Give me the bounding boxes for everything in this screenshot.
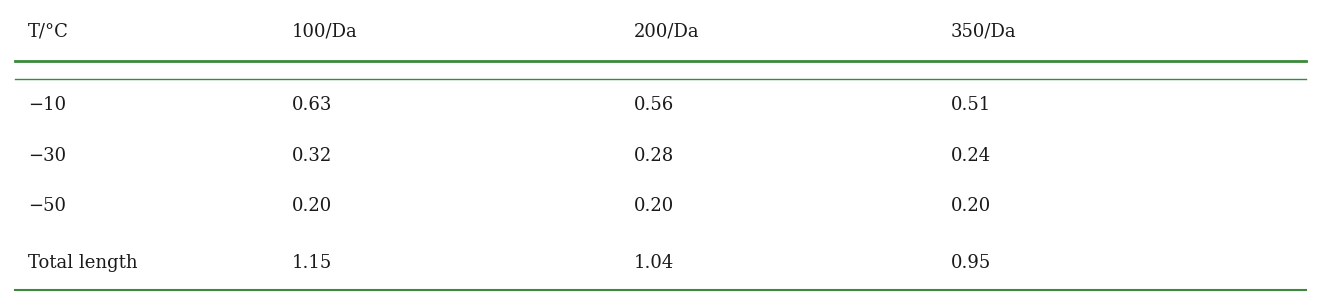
Text: 0.20: 0.20: [951, 197, 991, 215]
Text: 1.04: 1.04: [634, 254, 675, 272]
Text: −50: −50: [28, 197, 66, 215]
Text: 200/Da: 200/Da: [634, 22, 700, 40]
Text: −30: −30: [28, 147, 66, 165]
Text: 0.56: 0.56: [634, 96, 675, 114]
Text: 1.15: 1.15: [292, 254, 332, 272]
Text: 0.95: 0.95: [951, 254, 991, 272]
Text: T/°C: T/°C: [28, 22, 69, 40]
Text: 0.63: 0.63: [292, 96, 332, 114]
Text: Total length: Total length: [28, 254, 137, 272]
Text: 0.32: 0.32: [292, 147, 332, 165]
Text: 0.28: 0.28: [634, 147, 675, 165]
Text: 100/Da: 100/Da: [292, 22, 357, 40]
Text: 0.20: 0.20: [292, 197, 332, 215]
Text: −10: −10: [28, 96, 66, 114]
Text: 350/Da: 350/Da: [951, 22, 1016, 40]
Text: 0.24: 0.24: [951, 147, 991, 165]
Text: 0.20: 0.20: [634, 197, 675, 215]
Text: 0.51: 0.51: [951, 96, 991, 114]
